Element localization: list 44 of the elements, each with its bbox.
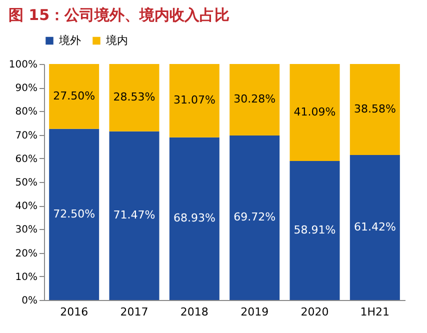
y-tick-label: 60% [15,154,38,165]
chart-title: 图 15：公司境外、境内收入占比 [8,6,230,24]
bar [230,135,280,300]
bar [230,64,280,136]
bar [49,128,100,300]
x-tick-label: 2019 [240,306,269,318]
y-tick-label: 20% [15,248,38,260]
bar [350,64,400,156]
y-tick-label: 30% [15,224,38,236]
legend-label: 境内 [105,34,128,47]
x-tick-label: 1H21 [360,306,390,318]
y-tick-label: 100% [8,60,38,70]
bar [290,160,340,300]
data-label: 38.58% [354,102,396,116]
bar [290,64,340,161]
y-tick-label: 0% [22,296,38,306]
data-label: 41.09% [294,105,336,118]
data-label: 27.50% [53,89,96,102]
bar [109,131,160,300]
y-tick-label: 50% [15,178,38,188]
data-label: 31.07% [173,94,216,107]
y-tick-label: 90% [15,83,38,94]
y-tick-label: 10% [15,272,38,283]
data-label: 28.53% [113,90,156,104]
x-tick-label: 2018 [180,306,208,318]
data-label: 69.72% [234,210,276,224]
data-label: 61.42% [354,220,396,234]
bar [109,64,160,132]
y-tick-label: 40% [15,201,38,212]
data-label: 58.91% [294,223,336,236]
data-label: 68.93% [173,212,216,225]
bar [169,64,220,138]
bar [350,155,400,300]
y-tick-label: 70% [15,130,38,142]
data-label: 71.47% [113,208,156,222]
data-label: 30.28% [234,92,276,106]
x-tick-label: 2017 [120,306,148,318]
x-tick-label: 2020 [300,306,329,318]
bar [49,64,100,129]
y-tick-label: 80% [15,106,38,118]
bar [169,137,220,300]
x-tick-label: 2016 [60,306,88,318]
data-label: 72.50% [53,207,96,220]
legend-label: 境外 [58,34,81,47]
